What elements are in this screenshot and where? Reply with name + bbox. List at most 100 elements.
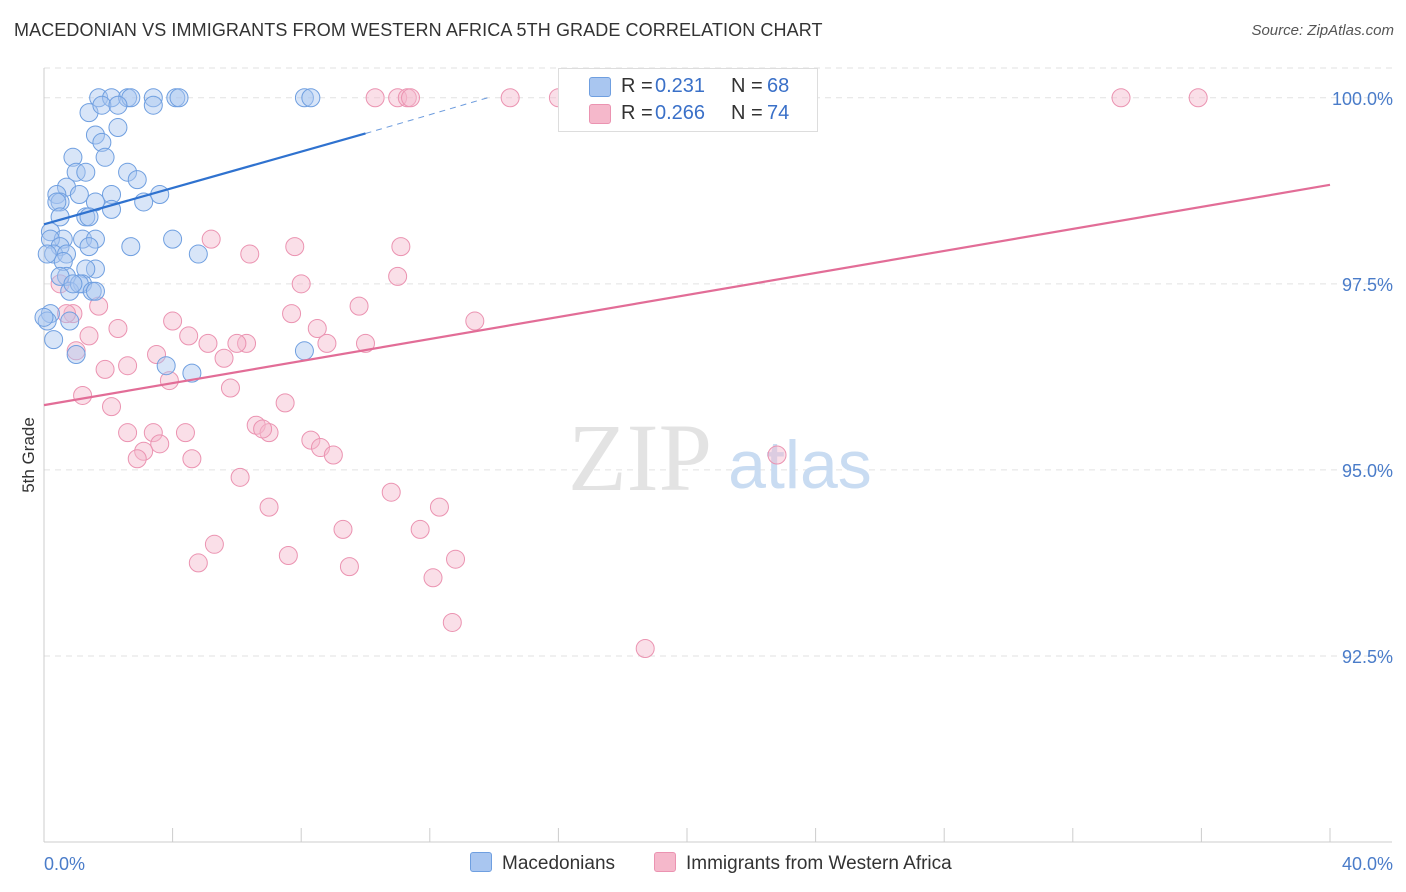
legend-r-label: R =: [621, 75, 653, 97]
data-point-western-africa: [237, 333, 257, 353]
legend-n-label: N =: [731, 102, 763, 124]
data-point-macedonian: [118, 162, 138, 182]
legend-r-value: 0.231: [655, 75, 706, 97]
y-tick-label: 97.5%: [1342, 275, 1393, 295]
data-point-macedonian: [66, 345, 86, 365]
data-point-macedonian: [108, 118, 128, 138]
data-point-western-africa: [333, 519, 353, 539]
data-point-macedonian: [34, 307, 54, 327]
watermark-atlas: atlas: [728, 427, 872, 503]
data-point-macedonian: [102, 185, 122, 205]
data-point-western-africa: [323, 445, 343, 465]
data-point-macedonian: [143, 95, 163, 115]
watermark: ZIP atlas: [568, 404, 872, 511]
data-point-macedonian: [76, 162, 96, 182]
data-point-macedonian: [294, 341, 314, 361]
data-point-western-africa: [220, 378, 240, 398]
data-point-macedonian: [188, 244, 208, 264]
bottom-legend-macedonian: Macedonians: [470, 852, 615, 875]
trend-line-western-africa: [43, 183, 1331, 407]
source-label: Source: ZipAtlas.com: [1251, 22, 1394, 39]
data-point-macedonian: [95, 147, 115, 167]
bottom-legend-label-western-africa: Immigrants from Western Africa: [686, 853, 952, 874]
data-point-macedonian: [79, 237, 99, 257]
data-point-western-africa: [188, 553, 208, 573]
y-tick-label: 92.5%: [1342, 647, 1393, 667]
data-point-western-africa: [285, 237, 305, 257]
data-point-western-africa: [291, 274, 311, 294]
data-point-western-africa: [150, 434, 170, 454]
data-point-western-africa: [356, 333, 375, 353]
stats-legend: R = 0.231 N = 68 R = 0.266 N = 74: [558, 68, 818, 132]
data-point-macedonian: [143, 88, 163, 108]
data-point-western-africa: [127, 449, 147, 469]
data-point-western-africa: [118, 356, 138, 376]
data-point-macedonian: [47, 192, 67, 212]
bottom-legend-label-macedonian: Macedonians: [502, 853, 616, 874]
data-point-macedonian: [66, 162, 86, 182]
legend-n-label: N =: [731, 75, 763, 97]
data-point-western-africa: [102, 397, 122, 417]
bottom-legend-swatch-pink: [654, 852, 676, 872]
bottom-legend-swatch-blue: [470, 852, 492, 872]
data-point-western-africa: [275, 393, 295, 413]
data-point-macedonian: [69, 185, 89, 205]
data-point-western-africa: [429, 497, 449, 517]
data-point-western-africa: [240, 244, 260, 264]
data-point-macedonian: [53, 252, 73, 271]
data-point-macedonian: [121, 237, 141, 257]
data-point-macedonian: [92, 95, 112, 115]
data-point-macedonian: [301, 88, 321, 108]
data-point-western-africa: [349, 296, 369, 316]
data-point-western-africa: [442, 612, 462, 632]
legend-r-value: 0.266: [655, 102, 706, 124]
data-point-macedonian: [127, 170, 147, 190]
data-point-western-africa: [446, 549, 466, 569]
data-point-western-africa: [1111, 88, 1131, 108]
data-point-western-africa: [278, 545, 298, 565]
data-point-western-africa: [134, 441, 154, 461]
data-point-western-africa: [95, 359, 115, 379]
data-point-western-africa: [307, 318, 327, 338]
data-point-western-africa: [259, 497, 279, 517]
trend-line-macedonian: [43, 132, 366, 226]
data-point-western-africa: [163, 311, 183, 331]
data-point-western-africa: [282, 304, 302, 324]
y-axis-label: 5th Grade: [19, 417, 38, 493]
data-point-macedonian: [85, 281, 105, 301]
data-point-western-africa: [204, 534, 224, 554]
axes: [43, 68, 1392, 843]
data-point-macedonian: [85, 229, 105, 249]
series-macedonian-points: [34, 88, 321, 383]
data-point-macedonian: [85, 125, 105, 145]
data-point-macedonian: [63, 274, 83, 294]
chart-title: MACEDONIAN VS IMMIGRANTS FROM WESTERN AF…: [14, 20, 823, 40]
data-point-western-africa: [253, 419, 273, 439]
data-point-macedonian: [40, 229, 60, 249]
data-point-western-africa: [118, 423, 138, 443]
data-point-macedonian: [37, 244, 57, 264]
data-point-western-africa: [198, 333, 218, 353]
data-point-western-africa: [147, 345, 167, 365]
data-point-macedonian: [85, 259, 105, 279]
data-point-western-africa: [391, 237, 411, 257]
data-point-western-africa: [381, 482, 401, 502]
data-point-macedonian: [63, 147, 83, 167]
data-point-western-africa: [465, 311, 485, 331]
data-point-western-africa: [635, 639, 655, 658]
data-point-macedonian: [108, 95, 128, 115]
legend-r-label: R =: [621, 102, 653, 124]
data-point-macedonian: [182, 363, 202, 383]
data-point-western-africa: [179, 326, 199, 346]
data-point-western-africa: [175, 423, 195, 443]
data-point-western-africa: [73, 385, 93, 405]
data-point-macedonian: [102, 88, 122, 108]
data-point-macedonian: [60, 311, 80, 331]
data-point-western-africa: [182, 449, 202, 469]
data-point-western-africa: [259, 423, 279, 443]
data-point-western-africa: [230, 467, 250, 487]
tick-labels: 92.5% 95.0% 97.5% 100.0% 0.0% 40.0%: [44, 89, 1393, 874]
trend-lines: [43, 97, 1331, 407]
data-point-western-africa: [410, 519, 430, 539]
